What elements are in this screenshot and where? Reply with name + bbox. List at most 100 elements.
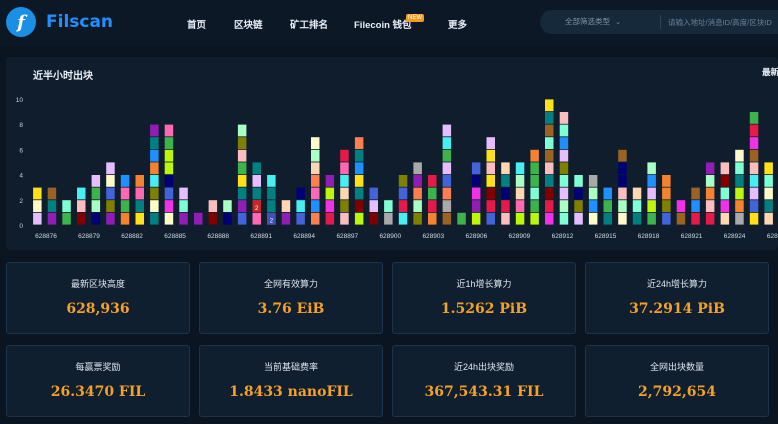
chart-block-segment[interactable]: [354, 162, 364, 175]
chart-block-segment[interactable]: [442, 212, 452, 225]
chart-block-segment[interactable]: [676, 200, 686, 212]
chart-block-segment[interactable]: [662, 212, 671, 225]
chart-block-segment[interactable]: [515, 200, 525, 212]
chart-block-segment[interactable]: [150, 137, 159, 149]
chart-block-segment[interactable]: [720, 187, 730, 200]
chart-block-segment[interactable]: [530, 149, 539, 162]
chart-block-segment[interactable]: [735, 187, 744, 200]
chart-block-segment[interactable]: [530, 212, 539, 225]
chart-block-segment[interactable]: [720, 200, 730, 212]
chart-block-segment[interactable]: [311, 149, 320, 162]
chart-block-segment[interactable]: [354, 200, 364, 212]
chart-block-segment[interactable]: [545, 149, 554, 162]
nav-blockchain[interactable]: 区块链: [234, 20, 263, 31]
highlight-block[interactable]: [252, 200, 262, 212]
chart-block-segment[interactable]: [33, 187, 42, 200]
chart-block-segment[interactable]: [91, 200, 101, 212]
chart-block-segment[interactable]: [33, 212, 42, 225]
chart-block-segment[interactable]: [237, 137, 247, 149]
chart-block-segment[interactable]: [647, 212, 656, 225]
chart-block-segment[interactable]: [574, 187, 583, 200]
chart-block-segment[interactable]: [62, 212, 71, 225]
chart-block-segment[interactable]: [442, 149, 452, 162]
chart-block-segment[interactable]: [164, 175, 174, 187]
chart-block-segment[interactable]: [150, 200, 159, 212]
chart-block-segment[interactable]: [749, 162, 759, 175]
chart-block-segment[interactable]: [62, 200, 71, 212]
chart-block-segment[interactable]: [179, 212, 188, 225]
chart-block-segment[interactable]: [120, 175, 130, 187]
chart-block-segment[interactable]: [398, 212, 408, 225]
chart-block-segment[interactable]: [340, 149, 349, 162]
chart-block-segment[interactable]: [135, 187, 145, 200]
chart-block-segment[interactable]: [559, 175, 569, 187]
chart-block-segment[interactable]: [705, 175, 715, 187]
chart-block-segment[interactable]: [223, 200, 232, 212]
chart-block-segment[interactable]: [164, 200, 174, 212]
chart-block-segment[interactable]: [413, 212, 422, 225]
chart-block-segment[interactable]: [428, 187, 437, 200]
chart-block-segment[interactable]: [442, 162, 452, 175]
chart-block-segment[interactable]: [735, 162, 744, 175]
chart-block-segment[interactable]: [340, 162, 349, 175]
brand-name[interactable]: Filscan: [46, 12, 114, 32]
chart-block-segment[interactable]: [325, 175, 335, 187]
nav-home[interactable]: 首页: [187, 20, 207, 31]
chart-block-segment[interactable]: [325, 200, 335, 212]
chart-block-segment[interactable]: [515, 212, 525, 225]
chart-block-segment[interactable]: [179, 187, 188, 200]
chart-block-segment[interactable]: [77, 200, 86, 212]
chart-block-segment[interactable]: [486, 149, 496, 162]
chart-block-segment[interactable]: [501, 175, 510, 187]
chart-block-segment[interactable]: [164, 149, 174, 162]
chart-block-segment[interactable]: [179, 200, 188, 212]
chart-block-segment[interactable]: [47, 200, 57, 212]
chart-block-segment[interactable]: [749, 112, 759, 124]
chart-block-segment[interactable]: [91, 187, 101, 200]
chart-block-segment[interactable]: [325, 187, 335, 200]
chart-block-segment[interactable]: [764, 212, 773, 225]
chart-block-segment[interactable]: [647, 175, 656, 187]
chart-block-segment[interactable]: [150, 212, 159, 225]
chart-block-segment[interactable]: [749, 137, 759, 149]
chart-block-segment[interactable]: [471, 187, 481, 200]
chart-block-segment[interactable]: [413, 187, 422, 200]
chart-block-segment[interactable]: [208, 212, 218, 225]
chart-block-segment[interactable]: [150, 162, 159, 175]
chart-block-segment[interactable]: [296, 187, 305, 200]
chart-block-segment[interactable]: [135, 175, 145, 187]
chart-block-segment[interactable]: [164, 212, 174, 225]
chart-block-segment[interactable]: [705, 162, 715, 175]
chart-block-segment[interactable]: [632, 200, 642, 212]
chart-block-segment[interactable]: [135, 200, 145, 212]
chart-block-segment[interactable]: [252, 187, 262, 200]
chart-block-segment[interactable]: [164, 137, 174, 149]
chart-block-segment[interactable]: [749, 149, 759, 162]
chart-block-segment[interactable]: [106, 175, 115, 187]
chart-block-segment[interactable]: [237, 200, 247, 212]
chart-block-segment[interactable]: [764, 200, 773, 212]
chart-block-segment[interactable]: [559, 137, 569, 149]
chart-block-segment[interactable]: [764, 175, 773, 187]
chart-legend[interactable]: 最新: [762, 67, 778, 77]
chart-block-segment[interactable]: [311, 162, 320, 175]
chart-block-segment[interactable]: [252, 175, 262, 187]
chart-block-segment[interactable]: [91, 175, 101, 187]
chart-block-segment[interactable]: [618, 212, 627, 225]
chart-block-segment[interactable]: [705, 212, 715, 225]
chart-block-segment[interactable]: [325, 212, 335, 225]
highlight-block[interactable]: [267, 212, 276, 225]
chart-block-segment[interactable]: [501, 162, 510, 175]
chart-block-segment[interactable]: [237, 212, 247, 225]
chart-block-segment[interactable]: [618, 162, 627, 175]
chart-block-segment[interactable]: [471, 162, 481, 175]
search-type-select[interactable]: 全部筛选类型 ⌄: [565, 16, 621, 27]
chart-block-segment[interactable]: [735, 200, 744, 212]
chart-block-segment[interactable]: [676, 212, 686, 225]
chart-block-segment[interactable]: [662, 200, 671, 212]
chart-block-segment[interactable]: [369, 212, 379, 225]
chart-block-segment[interactable]: [530, 200, 539, 212]
chart-block-segment[interactable]: [354, 175, 364, 187]
chart-block-segment[interactable]: [530, 187, 539, 200]
chart-block-segment[interactable]: [618, 175, 627, 187]
